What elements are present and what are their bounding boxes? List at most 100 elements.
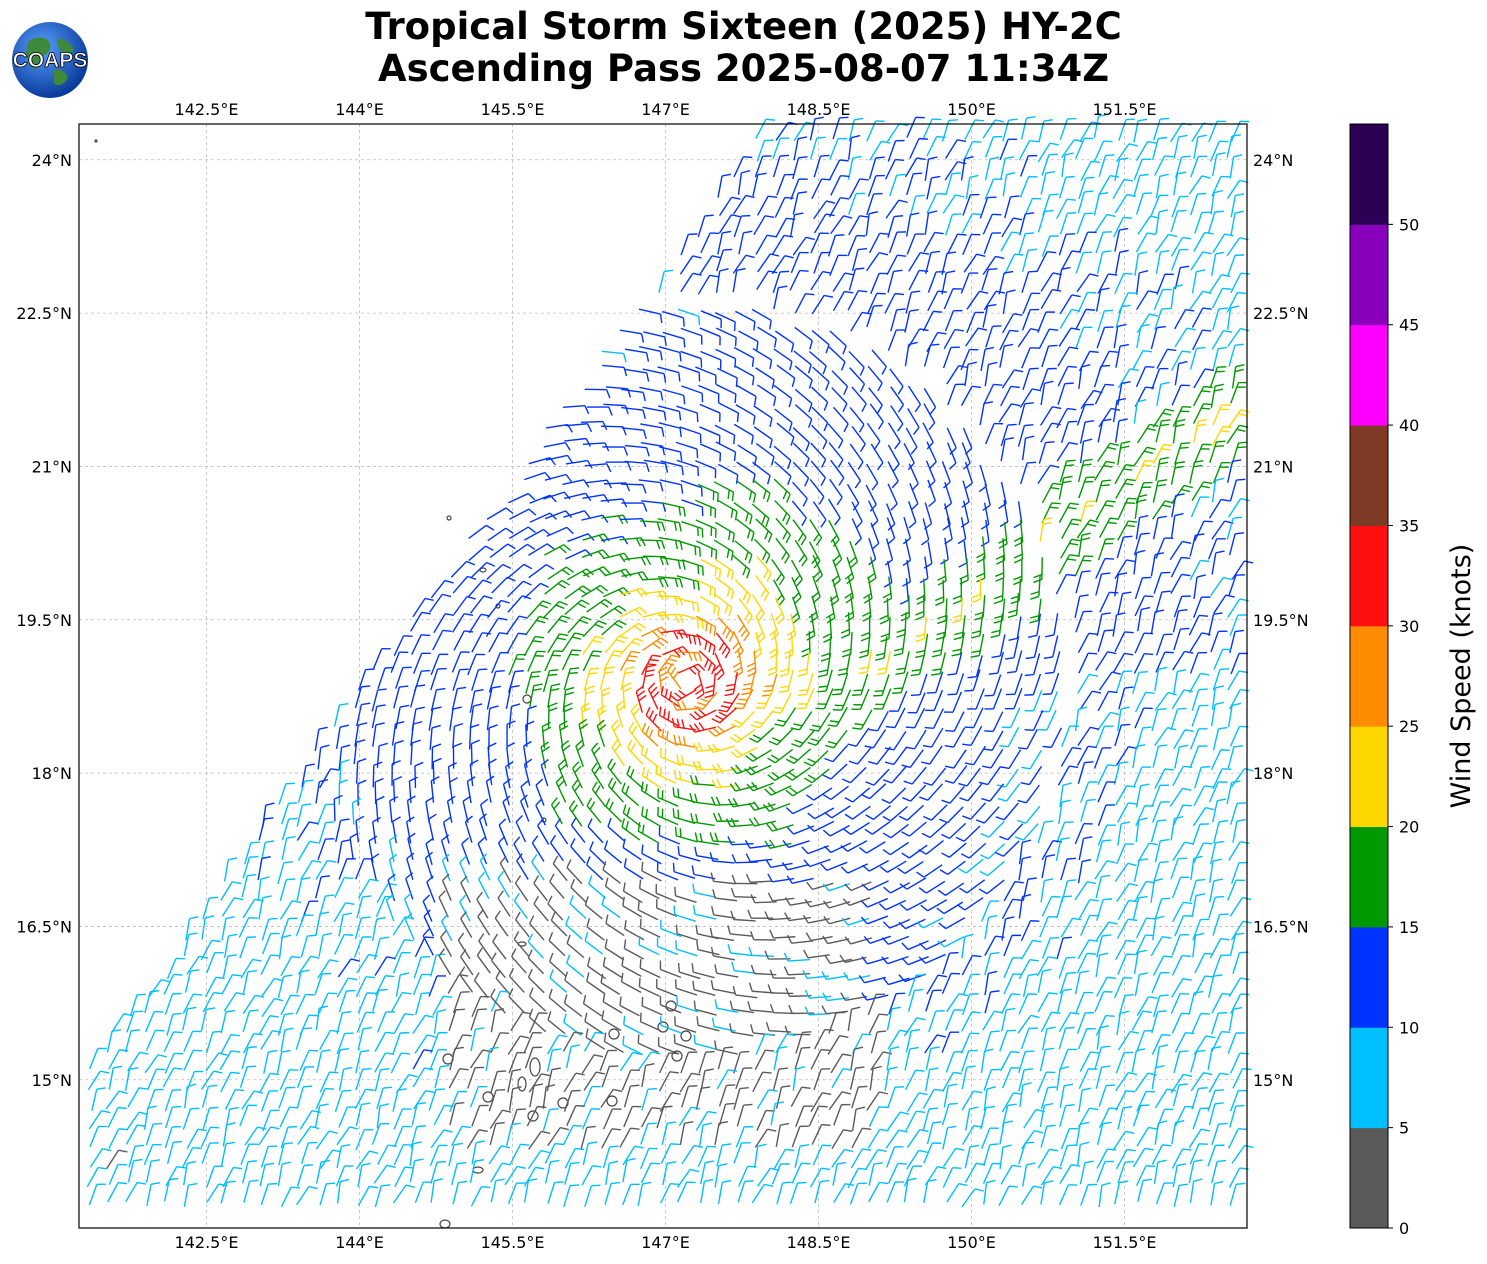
wind-barb: [1212, 404, 1231, 426]
wind-barb: [887, 329, 906, 351]
wind-barb: [984, 952, 1000, 976]
wind-barb: [818, 653, 832, 678]
wind-barb: [718, 1084, 736, 1107]
wind-barb: [547, 1181, 564, 1204]
wind-barb: [677, 963, 701, 980]
wind-barb: [915, 616, 927, 643]
wind-barb: [640, 441, 666, 456]
wind-barb: [1076, 1012, 1095, 1034]
wind-barb: [1207, 1045, 1222, 1071]
wind-barb: [1194, 520, 1213, 542]
wind-barb: [1059, 782, 1072, 808]
wind-barb: [356, 702, 371, 727]
wind-barb: [278, 1086, 296, 1109]
lon-tick-bottom: 148.5°E: [787, 1233, 851, 1252]
wind-barb: [263, 1049, 278, 1074]
wind-barb: [319, 1071, 339, 1093]
wind-barb: [1115, 143, 1138, 163]
wind-barb: [460, 948, 474, 976]
wind-barb: [623, 1015, 644, 1036]
wind-barb: [1211, 685, 1225, 710]
colorbar-segment: [1350, 1127, 1388, 1229]
wind-barb: [698, 1050, 715, 1074]
wind-barb: [642, 406, 667, 421]
wind-barb: [296, 803, 312, 827]
wind-barb: [1133, 173, 1149, 197]
wind-barb: [689, 774, 716, 787]
wind-barb: [820, 861, 848, 872]
wind-barb: [222, 1122, 236, 1147]
wind-barb: [869, 140, 891, 161]
wind-barb: [1212, 233, 1234, 254]
wind-barb: [520, 794, 530, 822]
wind-barb: [315, 1159, 331, 1184]
wind-barb: [1095, 479, 1112, 503]
wind-barb: [907, 988, 924, 1012]
wind-barb: [220, 881, 242, 901]
wind-barb: [886, 1181, 905, 1203]
wind-barb: [452, 668, 469, 691]
wind-barb: [924, 1165, 947, 1186]
wind-barb: [729, 1000, 755, 1014]
wind-barb: [887, 269, 903, 293]
wind-barb: [354, 722, 368, 747]
wind-barb: [980, 346, 995, 371]
wind-barb: [607, 777, 624, 803]
lat-tick-right: 18°N: [1253, 764, 1293, 783]
wind-barb: [1040, 1166, 1063, 1186]
wind-barb: [1193, 596, 1211, 618]
wind-barb: [1075, 570, 1091, 594]
wind-barb: [1096, 1121, 1112, 1146]
lat-tick-left: 18°N: [32, 764, 72, 783]
wind-barb: [1136, 313, 1159, 334]
wind-barb: [698, 384, 720, 403]
wind-barb: [624, 368, 650, 382]
wind-barb: [546, 1034, 568, 1055]
wind-barb: [299, 1014, 318, 1036]
wind-barb: [939, 860, 966, 876]
wind-barb: [1037, 1148, 1059, 1169]
wind-barb: [963, 253, 986, 273]
wind-barb: [1096, 1024, 1109, 1050]
wind-barb: [755, 367, 775, 389]
wind-barb: [865, 484, 877, 512]
wind-barb: [755, 234, 776, 255]
wind-barb: [1003, 973, 1023, 995]
wind-barb: [338, 912, 353, 937]
wind-barb: [641, 1063, 655, 1088]
wind-barb: [1097, 538, 1115, 561]
wind-barb: [861, 860, 889, 872]
wind-barb: [523, 635, 545, 657]
wind-barb: [863, 576, 873, 604]
wind-barb: [905, 707, 926, 729]
wind-barb: [1227, 702, 1242, 728]
wind-barb: [1117, 368, 1139, 389]
wind-barb: [385, 893, 395, 922]
wind-barb: [961, 1011, 981, 1032]
wind-barb: [675, 597, 700, 613]
wind-barb: [935, 579, 945, 606]
wind-barb: [1061, 152, 1074, 177]
wind-barb: [887, 1086, 905, 1109]
colorbar-segment: [1350, 224, 1388, 326]
wind-barb: [1211, 330, 1233, 350]
wind-barb: [712, 889, 738, 902]
wind-barb: [924, 1034, 946, 1054]
wind-barb: [1115, 1090, 1136, 1111]
wind-barb: [601, 1010, 622, 1032]
wind-barb: [727, 797, 755, 808]
wind-barb: [449, 1090, 468, 1113]
wind-barb: [771, 255, 794, 275]
wind-barb: [1171, 689, 1193, 709]
wind-barb: [1096, 250, 1112, 274]
wind-barb: [1079, 438, 1093, 464]
wind-barb: [915, 594, 925, 621]
wind-barb: [528, 987, 547, 1012]
wind-barb: [1136, 323, 1150, 348]
wind-barb: [1174, 442, 1191, 465]
wind-barb: [372, 722, 385, 747]
wind-barb: [1076, 519, 1099, 539]
wind-barb: [822, 785, 849, 801]
wind-barb: [733, 502, 753, 525]
colorbar-frame: [1349, 123, 1389, 1229]
